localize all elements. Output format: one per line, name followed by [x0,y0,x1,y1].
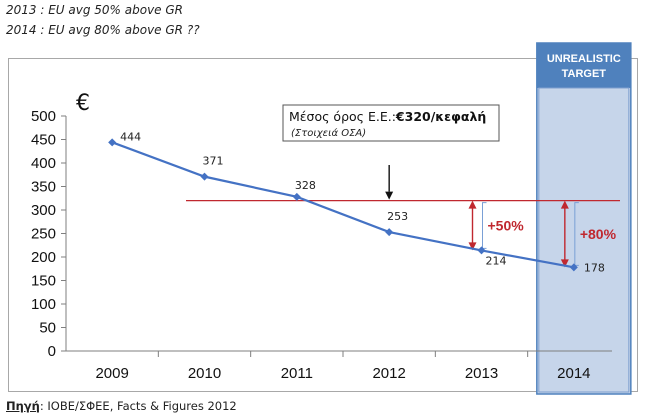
data-label: 214 [486,254,507,267]
gap-bracket [482,202,487,249]
x-tick-label: 2012 [372,365,405,382]
gap-arrowhead-top [468,200,477,209]
data-label: 178 [584,261,605,274]
data-point [477,246,486,255]
callout-title: Μέσος όρος Ε.Ε.:€320/κεφαλή [289,109,486,124]
series-points [108,138,578,272]
y-tick-label: 350 [31,179,56,196]
source-citation: Πηγή: IOBE/ΣΦΕΕ, Facts & Figures 2012 [6,399,237,413]
y-tick-label: 0 [48,343,56,360]
highlight-inner-border [538,87,630,393]
data-label: 371 [203,155,224,168]
data-point [108,138,117,147]
data-labels: 444 371 328 253 214 178 [120,130,605,274]
annotation-2013: 2013 : EU avg 50% above GR [6,3,184,17]
chart-frame [8,58,638,392]
y-tick-label: 250 [31,226,56,243]
y-tick-label: 200 [31,249,56,266]
x-tick-label: 2013 [465,365,498,382]
x-tick-label: 2011 [281,365,313,382]
source-prefix: Πηγή [6,399,40,413]
y-tick-label: 400 [31,155,56,172]
highlight-header [536,43,631,88]
annotation-2014: 2014 : EU avg 80% above GR ?? [6,23,200,37]
gap-arrowhead-bottom [468,242,477,251]
y-axis-ticks: 0 50 100 150 200 250 300 350 400 450 500 [31,108,66,360]
y-tick-label: 500 [31,108,56,125]
highlight-label-line2: TARGET [562,68,607,80]
x-tick-label: 2010 [188,365,221,382]
data-label: 328 [295,179,316,192]
callout-box [282,104,500,142]
gap-indicators: +50% +80% [468,200,617,268]
data-point [292,192,301,201]
y-axis-unit: € [76,91,90,116]
data-point [385,228,394,237]
gap-percent-label: +50% [488,218,525,234]
data-point [200,172,209,181]
y-tick-label: 300 [31,202,56,219]
gap-arrowhead-top [560,200,569,209]
data-label: 444 [120,130,141,143]
series-line [111,141,575,269]
x-tick-label: 2014 [557,365,590,382]
callout-subtitle: (Στοιχειά ΟΣΑ) [291,127,366,139]
x-axis-ticks: 2009 2010 2011 2012 2013 2014 [95,351,591,382]
callout-prefix: Μέσος όρος Ε.Ε.: [289,109,396,124]
highlight-label-line1: UNREALISTIC [547,53,621,65]
source-text: : IOBE/ΣΦΕΕ, Facts & Figures 2012 [39,399,237,413]
y-tick-label: 450 [31,132,56,149]
y-tick-label: 150 [31,273,56,290]
y-tick-label: 50 [39,320,56,337]
gap-arrowhead-bottom [560,259,569,268]
data-label: 253 [387,210,408,223]
gap-percent-label: +80% [580,226,617,242]
data-point [569,263,578,272]
highlight-column [536,42,632,395]
callout-value: €320/κεφαλή [395,109,486,124]
x-tick-label: 2009 [95,365,128,382]
gap-bracket [574,202,579,266]
callout-arrowhead [385,191,394,200]
y-tick-label: 100 [31,296,56,313]
